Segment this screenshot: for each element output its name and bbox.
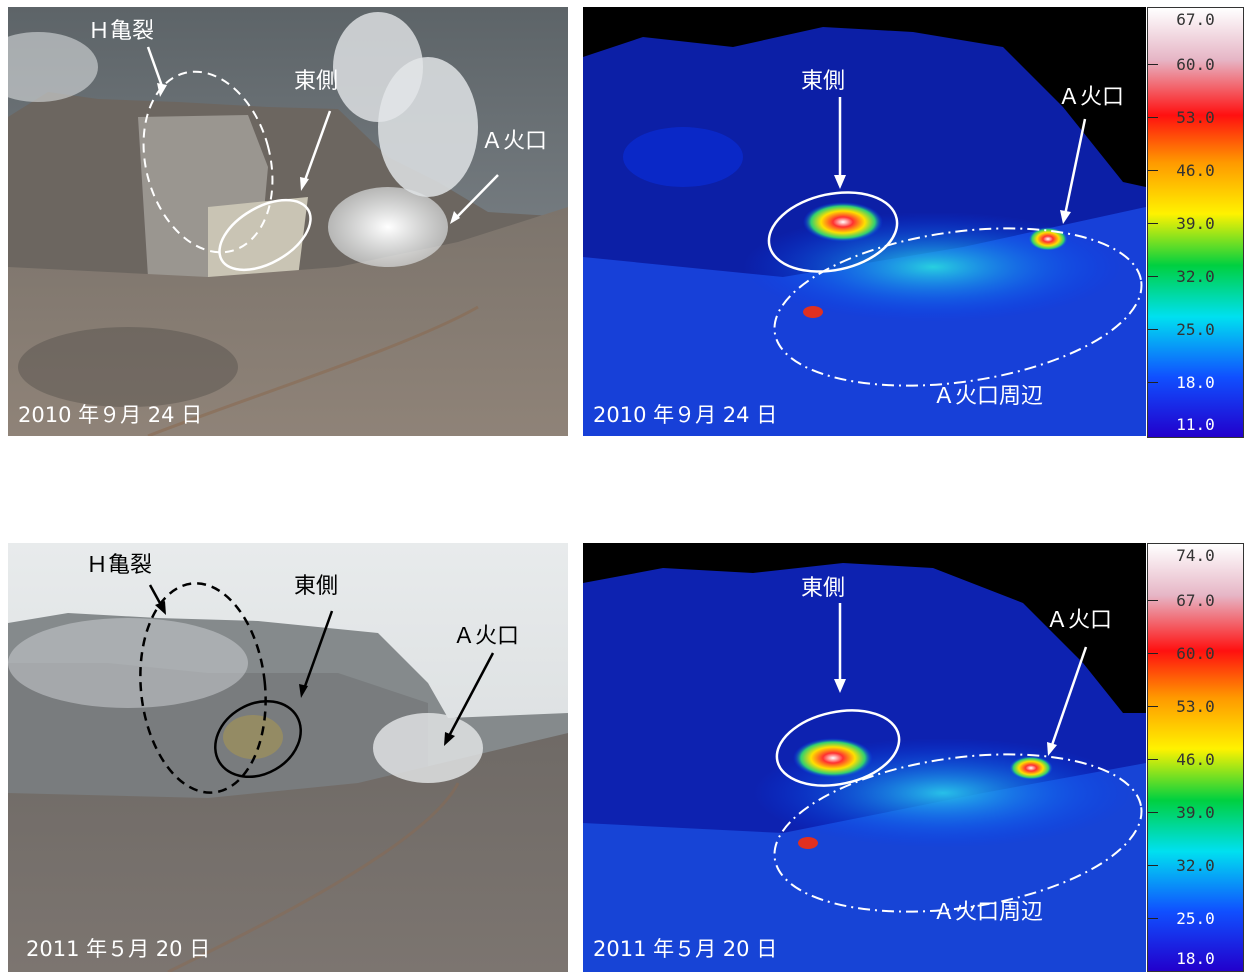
label-crater-a-area: Ａ火口周辺 — [933, 384, 1044, 409]
label-east-side: 東側 — [801, 69, 846, 94]
thermal-2011-panel: 東側 Ａ火口 Ａ火口周辺 2011 年５月 20 日 — [583, 543, 1146, 972]
scale-tick-label: 67.0 — [1176, 10, 1215, 29]
thermal-2011-image — [583, 543, 1146, 972]
photo-2011-image — [8, 543, 568, 972]
date-label: 2010 年９月 24 日 — [593, 403, 778, 427]
photo-2010-panel: Ｈ亀裂 東側 Ａ火口 2010 年９月 24 日 — [8, 7, 568, 436]
scale-tick-label: 25.0 — [1176, 909, 1215, 928]
label-east-side: 東側 — [294, 69, 339, 94]
scale-tick-label: 39.0 — [1176, 214, 1215, 233]
scale-tick-label: 32.0 — [1176, 267, 1215, 286]
photo-2011-panel: Ｈ亀裂 東側 Ａ火口 2011 年５月 20 日 — [8, 543, 568, 972]
scale-tick-label: 67.0 — [1176, 591, 1215, 610]
scale-tick-label: 18.0 — [1176, 949, 1215, 968]
scale-tick-label: 53.0 — [1176, 108, 1215, 127]
thermal-2010-image — [583, 7, 1146, 436]
label-crater-a-area: Ａ火口周辺 — [933, 900, 1044, 925]
label-east-side: 東側 — [801, 576, 846, 601]
label-crater-a: Ａ火口 — [481, 129, 548, 154]
date-label: 2011 年５月 20 日 — [26, 937, 211, 961]
temperature-scale-2010: 67.0 60.0 53.0 46.0 39.0 32.0 25.0 18.0 … — [1147, 7, 1244, 438]
scale-tick-label: 25.0 — [1176, 320, 1215, 339]
scale-tick-label: 11.0 — [1176, 415, 1215, 434]
scale-tick-label: 74.0 — [1176, 546, 1215, 565]
photo-2010-image — [8, 7, 568, 436]
color-scale-bar — [1148, 8, 1243, 437]
temperature-scale-2011: 74.0 67.0 60.0 53.0 46.0 39.0 32.0 25.0 … — [1147, 543, 1244, 972]
label-h-crack: Ｈ亀裂 — [88, 19, 155, 44]
label-crater-a: Ａ火口 — [1058, 85, 1125, 110]
label-crater-a: Ａ火口 — [1046, 608, 1113, 633]
thermal-2010-panel: 東側 Ａ火口 Ａ火口周辺 2010 年９月 24 日 — [583, 7, 1146, 436]
scale-tick-label: 46.0 — [1176, 161, 1215, 180]
scale-tick-label: 32.0 — [1176, 856, 1215, 875]
scale-tick-label: 60.0 — [1176, 55, 1215, 74]
label-east-side: 東側 — [294, 574, 339, 599]
scale-tick-label: 39.0 — [1176, 803, 1215, 822]
scale-tick-label: 18.0 — [1176, 373, 1215, 392]
label-h-crack: Ｈ亀裂 — [86, 553, 153, 578]
color-scale-bar — [1148, 544, 1243, 971]
date-label: 2011 年５月 20 日 — [593, 937, 778, 961]
scale-tick-label: 53.0 — [1176, 697, 1215, 716]
scale-tick-label: 60.0 — [1176, 644, 1215, 663]
scale-tick-label: 46.0 — [1176, 750, 1215, 769]
label-crater-a: Ａ火口 — [453, 624, 520, 649]
date-label: 2010 年９月 24 日 — [18, 403, 203, 427]
